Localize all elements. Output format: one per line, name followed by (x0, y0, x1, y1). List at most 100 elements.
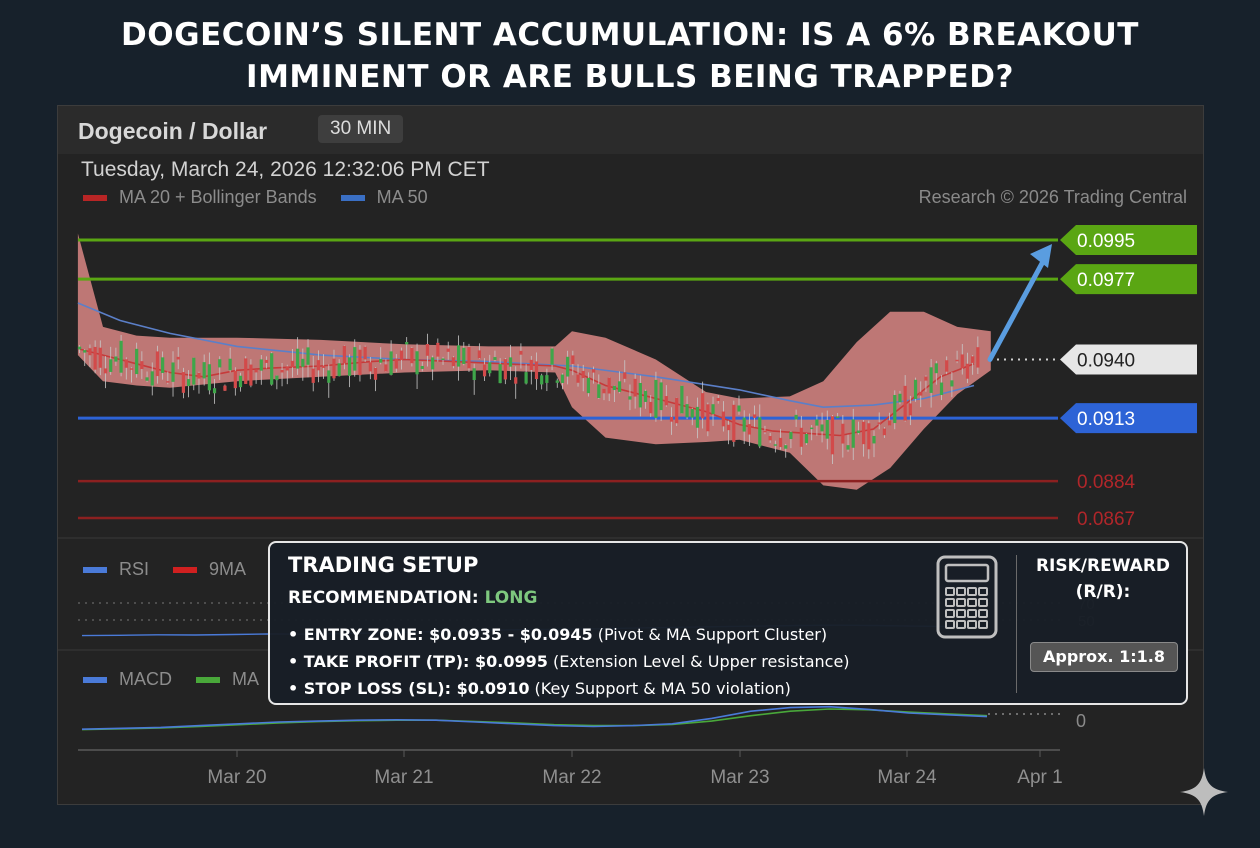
candle-body (420, 365, 424, 369)
price-level-label: 0.0995 (1077, 231, 1135, 252)
candle-body (633, 378, 637, 397)
candle-body (337, 363, 341, 377)
entry-zone-note: (Pivot & MA Support Cluster) (597, 625, 828, 644)
candle-body (192, 357, 196, 385)
candle-body (129, 368, 134, 370)
candles-group (77, 333, 980, 465)
candle-body (540, 375, 544, 385)
candle-body (472, 368, 476, 381)
candle-body (815, 419, 819, 426)
candle-body (955, 359, 959, 362)
candle-body (550, 348, 554, 365)
legend-label-ma50: MA 50 (376, 187, 428, 207)
candle-body (212, 388, 217, 394)
candle-body (737, 405, 741, 412)
price-level-badge (1060, 403, 1197, 434)
candle-body (166, 381, 170, 383)
candle-body (882, 428, 886, 436)
recommendation: RECOMMENDATION: LONG (288, 588, 537, 608)
setup-title: TRADING SETUP (288, 553, 479, 577)
recommendation-value: LONG (484, 588, 538, 608)
candle-body (659, 382, 663, 411)
candle-body (135, 348, 139, 375)
candle-body (529, 359, 533, 370)
target-arrow-head (1030, 244, 1052, 268)
recommendation-label: RECOMMENDATION: (288, 588, 479, 608)
candle-body (358, 349, 362, 376)
candle-body (607, 377, 611, 394)
candle-body (799, 427, 803, 447)
price-level-label: 0.0913 (1077, 409, 1135, 430)
candle-body (571, 355, 575, 364)
candle-body (181, 372, 185, 393)
candle-body (176, 356, 180, 360)
candle-body (867, 423, 871, 450)
candle-body (347, 357, 352, 376)
candle-body (296, 348, 300, 369)
candle-body (732, 404, 736, 442)
headline-line-1: DOGECOIN’S SILENT ACCUMULATION: IS A 6% … (121, 17, 1139, 53)
interval-selector[interactable]: 30 MIN (318, 115, 404, 143)
candle-body (441, 358, 445, 360)
legend-item-macd-ma: MA (196, 669, 259, 690)
candle-body (373, 367, 378, 380)
stop-level-label: 0.0884 (1077, 472, 1136, 493)
candle-body (186, 379, 191, 387)
entry-zone-key: • ENTRY ZONE: $0.0935 - $0.0945 (288, 625, 593, 644)
legend-label-macd-ma: MA (232, 669, 259, 689)
candle-body (311, 368, 315, 383)
candle-body (332, 358, 336, 379)
candle-body (264, 359, 269, 363)
candle-body (752, 414, 757, 418)
candle-body (903, 385, 907, 421)
candle-body (155, 351, 160, 377)
candle-body (773, 444, 777, 446)
candle-body (88, 348, 92, 356)
candle-body (249, 364, 253, 386)
candle-body (742, 417, 746, 432)
candle-body (747, 424, 751, 435)
candle-body (612, 385, 616, 391)
candle-body (560, 374, 565, 383)
legend-label-ma20: MA 20 + Bollinger Bands (119, 187, 317, 207)
candle-body (462, 347, 466, 364)
candle-body (202, 362, 206, 379)
candle-body (508, 357, 513, 367)
candle-body (103, 368, 108, 374)
candle-body (784, 445, 788, 449)
candle-body (545, 375, 549, 383)
candle-body (114, 356, 118, 362)
stop-loss-key: • STOP LOSS (SL): $0.0910 (288, 679, 530, 698)
candle-body (820, 424, 824, 432)
candle-body (877, 422, 881, 424)
risk-reward-label: RISK/REWARD (R/R): (1035, 556, 1171, 602)
bollinger-band-area (77, 233, 991, 490)
candle-body (836, 416, 840, 418)
candle-body (851, 419, 855, 448)
candle-body (498, 364, 502, 384)
candle-body (316, 360, 321, 371)
candle-body (275, 375, 279, 381)
candle-body (913, 379, 918, 400)
calculator-icon (936, 555, 998, 639)
candle-body (846, 445, 850, 450)
candle-body (119, 340, 123, 373)
price-level-label: 0.0940 (1077, 350, 1135, 371)
candle-body (493, 357, 497, 360)
candle-body (399, 350, 404, 360)
candle-body (363, 346, 367, 360)
candle-body (233, 370, 237, 389)
candle-body (586, 377, 591, 394)
candle-body (342, 345, 346, 364)
candle-body (451, 357, 456, 367)
candle-body (971, 356, 975, 363)
candle-body (503, 359, 507, 380)
macd-line (81, 705, 988, 730)
candle-body (83, 350, 87, 353)
candle-body (701, 393, 705, 419)
candle-body (893, 395, 897, 424)
candle-body (965, 363, 970, 379)
x-axis-tick-label: Mar 22 (542, 767, 601, 788)
candle-body (197, 372, 201, 379)
x-axis-tick-label: Mar 23 (710, 767, 769, 788)
